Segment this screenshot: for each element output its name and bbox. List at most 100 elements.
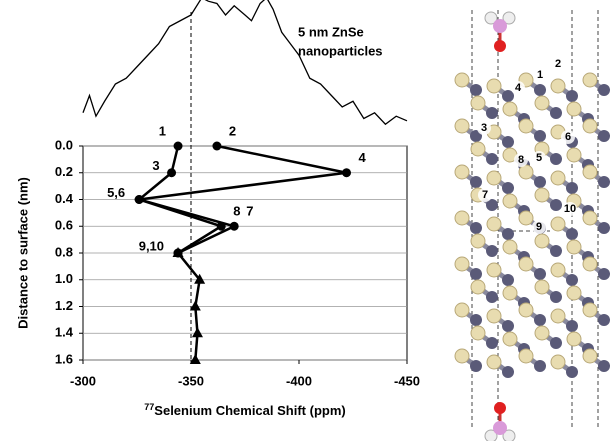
atom-zn — [502, 136, 514, 148]
atom-se — [455, 349, 469, 363]
y-tick-label: 1.6 — [55, 351, 73, 366]
atom-zn — [598, 130, 610, 142]
atom-zn — [486, 107, 498, 119]
atom-zn — [470, 84, 482, 96]
x-axis-label: 77Selenium Chemical Shift (ppm) — [144, 402, 345, 418]
atom-o — [494, 40, 506, 52]
atom-se — [503, 102, 517, 116]
structure-label: 5 — [536, 152, 542, 164]
point-label: 7 — [246, 204, 253, 219]
point-label: 9,10 — [139, 238, 164, 253]
atom-se — [455, 211, 469, 225]
atom-zn — [534, 360, 546, 372]
atom-se — [567, 148, 581, 162]
x-tick-label: -350 — [178, 373, 204, 388]
atom-p — [493, 19, 507, 33]
atom-zn — [598, 314, 610, 326]
point — [342, 168, 351, 177]
atom-se — [551, 263, 565, 277]
atom-se — [487, 171, 501, 185]
point — [212, 142, 221, 151]
atom-o — [494, 402, 506, 414]
structure-label: 9 — [536, 221, 542, 233]
point-label: 3 — [152, 158, 159, 173]
x-label-superscript: 77 — [144, 402, 154, 412]
atom-zn — [502, 182, 514, 194]
atom-zn — [502, 320, 514, 332]
atom-zn — [534, 130, 546, 142]
atom-zn — [470, 176, 482, 188]
atom-zn — [566, 320, 578, 332]
atom-se — [487, 263, 501, 277]
atom-se — [487, 217, 501, 231]
x-tick-label: -450 — [394, 373, 420, 388]
atom-zn — [598, 222, 610, 234]
atom-zn — [598, 84, 610, 96]
structure-label: 6 — [565, 131, 571, 143]
atom-zn — [502, 366, 514, 378]
atom-se — [519, 211, 533, 225]
atom-se — [455, 119, 469, 133]
atom-se — [455, 73, 469, 87]
atom-zn — [550, 337, 562, 349]
atom-se — [519, 257, 533, 271]
atom-se — [551, 217, 565, 231]
atom-zn — [566, 90, 578, 102]
atom-zn — [566, 228, 578, 240]
atom-se — [551, 355, 565, 369]
structure-label: 1 — [537, 69, 543, 81]
atom-zn — [470, 268, 482, 280]
y-tick-label: 0.2 — [55, 164, 73, 179]
point — [174, 142, 183, 151]
atom-zn — [534, 176, 546, 188]
atom-zn — [534, 314, 546, 326]
structure-label: 2 — [555, 58, 561, 70]
y-tick-label: 0.4 — [55, 191, 74, 206]
atom-se — [551, 79, 565, 93]
atom-zn — [470, 360, 482, 372]
point-label: 1 — [159, 123, 166, 138]
atom-zn — [550, 153, 562, 165]
atom-se — [567, 102, 581, 116]
point-label: 8 — [233, 204, 240, 219]
point — [217, 222, 226, 231]
atom-zn — [486, 245, 498, 257]
y-tick-label: 1.2 — [55, 298, 73, 313]
atom-se — [455, 257, 469, 271]
atom-zn — [534, 268, 546, 280]
atom-zn — [550, 107, 562, 119]
atom-se — [471, 142, 485, 156]
atom-se — [471, 326, 485, 340]
point — [167, 168, 176, 177]
atom-se — [455, 165, 469, 179]
annotation: 5 nm ZnSe — [298, 24, 364, 39]
atom-se — [519, 165, 533, 179]
atom-se — [535, 234, 549, 248]
atom-se — [551, 171, 565, 185]
atom-se — [455, 303, 469, 317]
atom-zn — [550, 245, 562, 257]
atom-se — [535, 280, 549, 294]
atom-se — [583, 349, 597, 363]
point — [230, 222, 239, 231]
x-tick-label: -300 — [70, 373, 96, 388]
y-tick-label: 0.8 — [55, 244, 73, 259]
atom-se — [519, 349, 533, 363]
atom-se — [503, 194, 517, 208]
atom-zn — [470, 314, 482, 326]
atom-se — [583, 73, 597, 87]
y-tick-label: 1.0 — [55, 271, 73, 286]
figure: 12345678910 5 nm ZnSe nanoparticles 77Se… — [0, 0, 613, 441]
atom-zn — [534, 84, 546, 96]
atom-zn — [486, 153, 498, 165]
structure-label: 4 — [515, 82, 522, 94]
point-label: 2 — [229, 123, 236, 138]
atom-se — [487, 79, 501, 93]
atom-zn — [550, 291, 562, 303]
atom-zn — [598, 268, 610, 280]
structure-label: 10 — [564, 203, 576, 215]
atom-se — [583, 303, 597, 317]
atom-se — [535, 326, 549, 340]
atom-zn — [566, 274, 578, 286]
point-label: 5,6 — [107, 185, 125, 200]
